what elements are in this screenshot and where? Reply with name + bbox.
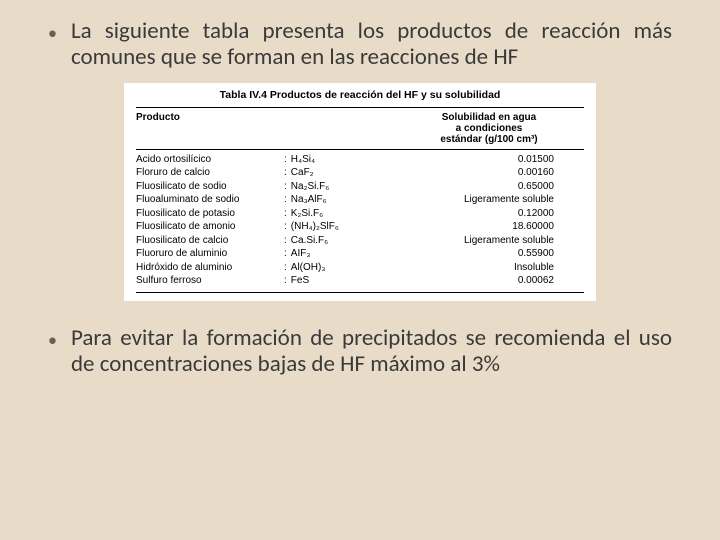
table-header-row: Producto Solubilidad en agua a condicion… bbox=[136, 107, 584, 150]
table-row: Hidróxido de aluminio:Al(OH)₃Insoluble bbox=[136, 261, 584, 275]
header-product: Producto bbox=[136, 112, 284, 145]
cell-solubility: 0.55900 bbox=[394, 247, 584, 261]
cell-solubility: 0.01500 bbox=[394, 153, 584, 167]
header-sol-line1: Solubilidad en agua bbox=[394, 112, 584, 123]
cell-formula: :CaF₂ bbox=[284, 166, 394, 180]
table-row: Floruro de calcio:CaF₂0.00160 bbox=[136, 166, 584, 180]
table-title-rest: Productos de reacción del HF y su solubi… bbox=[267, 89, 500, 101]
header-solubility: Solubilidad en agua a condiciones estánd… bbox=[394, 112, 584, 145]
bullet-2-text: Para evitar la formación de precipitados… bbox=[71, 325, 672, 378]
table-row: Fluosilicato de potasio:K₂Si.F₆0.12000 bbox=[136, 207, 584, 221]
cell-solubility: Ligeramente soluble bbox=[394, 193, 584, 207]
table-title-prefix: Tabla IV.4 bbox=[220, 89, 267, 101]
table-row: Fluosilicato de calcio:Ca.Si.F₆Ligeramen… bbox=[136, 234, 584, 248]
table-title: Tabla IV.4 Productos de reacción del HF … bbox=[136, 89, 584, 101]
cell-product: Acido ortosilícico bbox=[136, 153, 284, 167]
cell-product: Hidróxido de aluminio bbox=[136, 261, 284, 275]
table-row: Fluoaluminato de sodio:Na₃AlF₆Ligerament… bbox=[136, 193, 584, 207]
cell-solubility: 0.00160 bbox=[394, 166, 584, 180]
bullet-1: • La siguiente tabla presenta los produc… bbox=[48, 18, 672, 71]
cell-product: Fluosilicato de potasio bbox=[136, 207, 284, 221]
reaction-products-table: Tabla IV.4 Productos de reacción del HF … bbox=[124, 83, 596, 301]
cell-formula: :Na₃AlF₆ bbox=[284, 193, 394, 207]
table-row: Acido ortosilícico:H₄Si₄0.01500 bbox=[136, 153, 584, 167]
cell-formula: :H₄Si₄ bbox=[284, 153, 394, 167]
cell-formula: :Al(OH)₃ bbox=[284, 261, 394, 275]
table-row: Fluoruro de aluminio:AIF₃0.55900 bbox=[136, 247, 584, 261]
cell-formula: :Ca.Si.F₆ bbox=[284, 234, 394, 248]
bullet-1-text: La siguiente tabla presenta los producto… bbox=[71, 18, 672, 71]
table-row: Sulfuro ferroso:FeS0.00062 bbox=[136, 274, 584, 288]
table-row: Fluosilicato de sodio:Na₂Si.F₆0.65000 bbox=[136, 180, 584, 194]
cell-solubility: Insoluble bbox=[394, 261, 584, 275]
cell-formula: :AIF₃ bbox=[284, 247, 394, 261]
bullet-dot-icon: • bbox=[48, 329, 57, 351]
cell-product: Fluosilicato de amonio bbox=[136, 220, 284, 234]
cell-product: Fluoaluminato de sodio bbox=[136, 193, 284, 207]
bullet-2: • Para evitar la formación de precipitad… bbox=[48, 325, 672, 378]
table-row: Fluosilicato de amonio:(NH₄)₂SlF₆18.6000… bbox=[136, 220, 584, 234]
cell-product: Fluosilicato de calcio bbox=[136, 234, 284, 248]
cell-product: Fluosilicato de sodio bbox=[136, 180, 284, 194]
cell-formula: :(NH₄)₂SlF₆ bbox=[284, 220, 394, 234]
header-sol-line2: a condiciones bbox=[394, 123, 584, 134]
cell-formula: :K₂Si.F₆ bbox=[284, 207, 394, 221]
header-formula bbox=[284, 112, 394, 145]
cell-solubility: 0.00062 bbox=[394, 274, 584, 288]
bullet-dot-icon: • bbox=[48, 22, 57, 44]
cell-solubility: Ligeramente soluble bbox=[394, 234, 584, 248]
cell-product: Sulfuro ferroso bbox=[136, 274, 284, 288]
cell-formula: :FeS bbox=[284, 274, 394, 288]
cell-solubility: 0.65000 bbox=[394, 180, 584, 194]
cell-formula: :Na₂Si.F₆ bbox=[284, 180, 394, 194]
cell-solubility: 0.12000 bbox=[394, 207, 584, 221]
cell-product: Floruro de calcio bbox=[136, 166, 284, 180]
header-sol-line3: estándar (g/100 cm³) bbox=[394, 134, 584, 145]
table-body: Acido ortosilícico:H₄Si₄0.01500Floruro d… bbox=[136, 150, 584, 293]
cell-solubility: 18.60000 bbox=[394, 220, 584, 234]
cell-product: Fluoruro de aluminio bbox=[136, 247, 284, 261]
